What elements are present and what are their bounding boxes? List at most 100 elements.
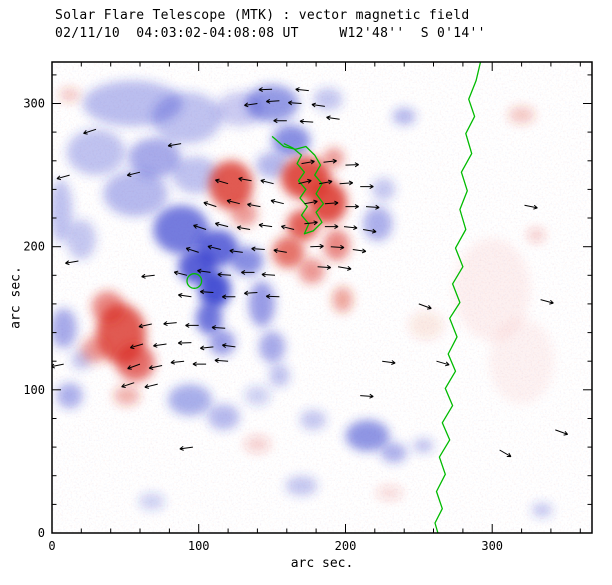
polarity-blob [103,170,168,217]
polarity-blob [167,384,212,416]
field-vector-arrow [317,264,332,270]
field-vector-arrow [258,222,273,228]
field-vector-arrow [436,360,450,367]
field-vector-arrow [185,322,199,328]
polarity-blob [269,364,290,387]
field-vector-arrow [319,179,333,185]
field-vector-arrow [221,294,236,300]
y-axis-label: arc sec. [8,266,24,329]
polarity-blobs-layer [52,80,554,518]
polarity-blob [248,281,275,327]
field-vector-arrow [324,200,339,206]
polarity-blob [244,435,271,453]
contour-line [271,135,325,235]
x-tick-label: 200 [335,539,357,553]
y-tick-label: 100 [23,383,45,397]
field-vector-arrow [244,102,258,108]
field-vector-arrow [324,224,339,230]
field-vector-arrow [270,199,284,205]
field-vector-arrow [200,345,214,351]
polarity-blob [392,107,416,125]
polarity-blob [454,238,531,342]
field-vector-arrow [382,360,396,365]
field-vector-arrow [217,272,232,278]
contour-line [434,62,482,533]
field-vector-arrow [192,361,207,367]
field-vector-arrow [338,266,352,271]
polarity-blob [244,385,271,406]
polarity-blob [195,302,223,334]
neutral-line-contours-layer [186,62,482,533]
field-vector-arrow [121,382,135,388]
polarity-blob [308,180,347,224]
field-vector-arrow [339,180,354,186]
polarity-blob [56,382,83,409]
field-vector-arrow [229,248,243,254]
field-vector-arrow [304,199,318,205]
field-vector-arrow [265,293,280,299]
field-vector-arrow [177,340,192,346]
field-vector-arrow [499,449,512,458]
field-vector-arrow [273,248,287,254]
field-vector-arrow [311,102,325,108]
polarity-blob [231,246,264,276]
field-vector-arrow [141,273,155,279]
polarity-blob [151,92,223,144]
polarity-blob [345,420,390,452]
field-vector-arrow [310,243,324,249]
polarity-blob [91,291,124,323]
field-vector-arrow [215,178,229,185]
polarity-blob [153,205,210,254]
field-vector-arrow [266,98,280,104]
field-vector-arrow [148,365,163,370]
tick-labels-layer: 0 100 200 300 0 100 200 300 [23,97,503,554]
polarity-blob [371,177,396,201]
field-vector-arrow [524,204,538,210]
polarity-blob [489,318,554,405]
field-vector-arrow [163,321,177,327]
polarity-blob [52,179,73,243]
field-vector-arrow [126,171,141,177]
polarity-blob [527,228,545,243]
field-vector-arrow [56,174,70,181]
figure-subtitle: 02/11/10 04:03:02-04:08:08 UT W12'48'' S… [55,26,486,41]
field-vector-arrow [207,244,221,250]
polarity-blob [508,106,535,124]
x-axis-label: arc sec. [290,556,354,571]
polarity-blob [198,271,231,309]
polarity-blob [323,147,345,168]
figure-title: Solar Flare Telescope (MTK) : vector mag… [55,8,470,23]
polarity-blob [81,336,108,363]
y-tick-label: 0 [38,526,45,540]
field-vector-arrow [295,87,309,93]
field-vector-arrow [226,199,240,205]
field-vector-arrow [65,260,79,266]
polarity-blob [113,385,140,406]
field-vector-arrow [199,289,214,295]
polarity-blob [332,286,353,313]
field-vector-arrow [280,224,295,230]
field-vector-arrow [83,128,97,135]
field-vector-arrow [365,204,380,210]
field-vector-arrow [343,225,358,231]
vector-field-arrows-layer [52,87,569,458]
field-vector-arrow [418,303,432,310]
polarity-blob [286,209,319,241]
polarity-blob [272,236,305,269]
polarity-blob [531,502,553,518]
field-vector-arrow [185,247,199,253]
field-vector-arrow [127,363,141,370]
polarity-blob [258,331,286,363]
polarity-blob [380,442,408,463]
field-vector-arrow [540,299,554,305]
polarity-blob [245,84,299,123]
polarity-blob [66,129,126,176]
field-vector-arrow [214,221,229,228]
field-vector-arrow [288,100,302,106]
field-vector-arrow [555,429,569,436]
field-vector-arrow [345,162,359,168]
polarity-blob [408,311,444,340]
contour-circle [186,273,203,289]
field-vector-arrow [345,204,359,210]
x-tick-label: 100 [188,539,210,553]
